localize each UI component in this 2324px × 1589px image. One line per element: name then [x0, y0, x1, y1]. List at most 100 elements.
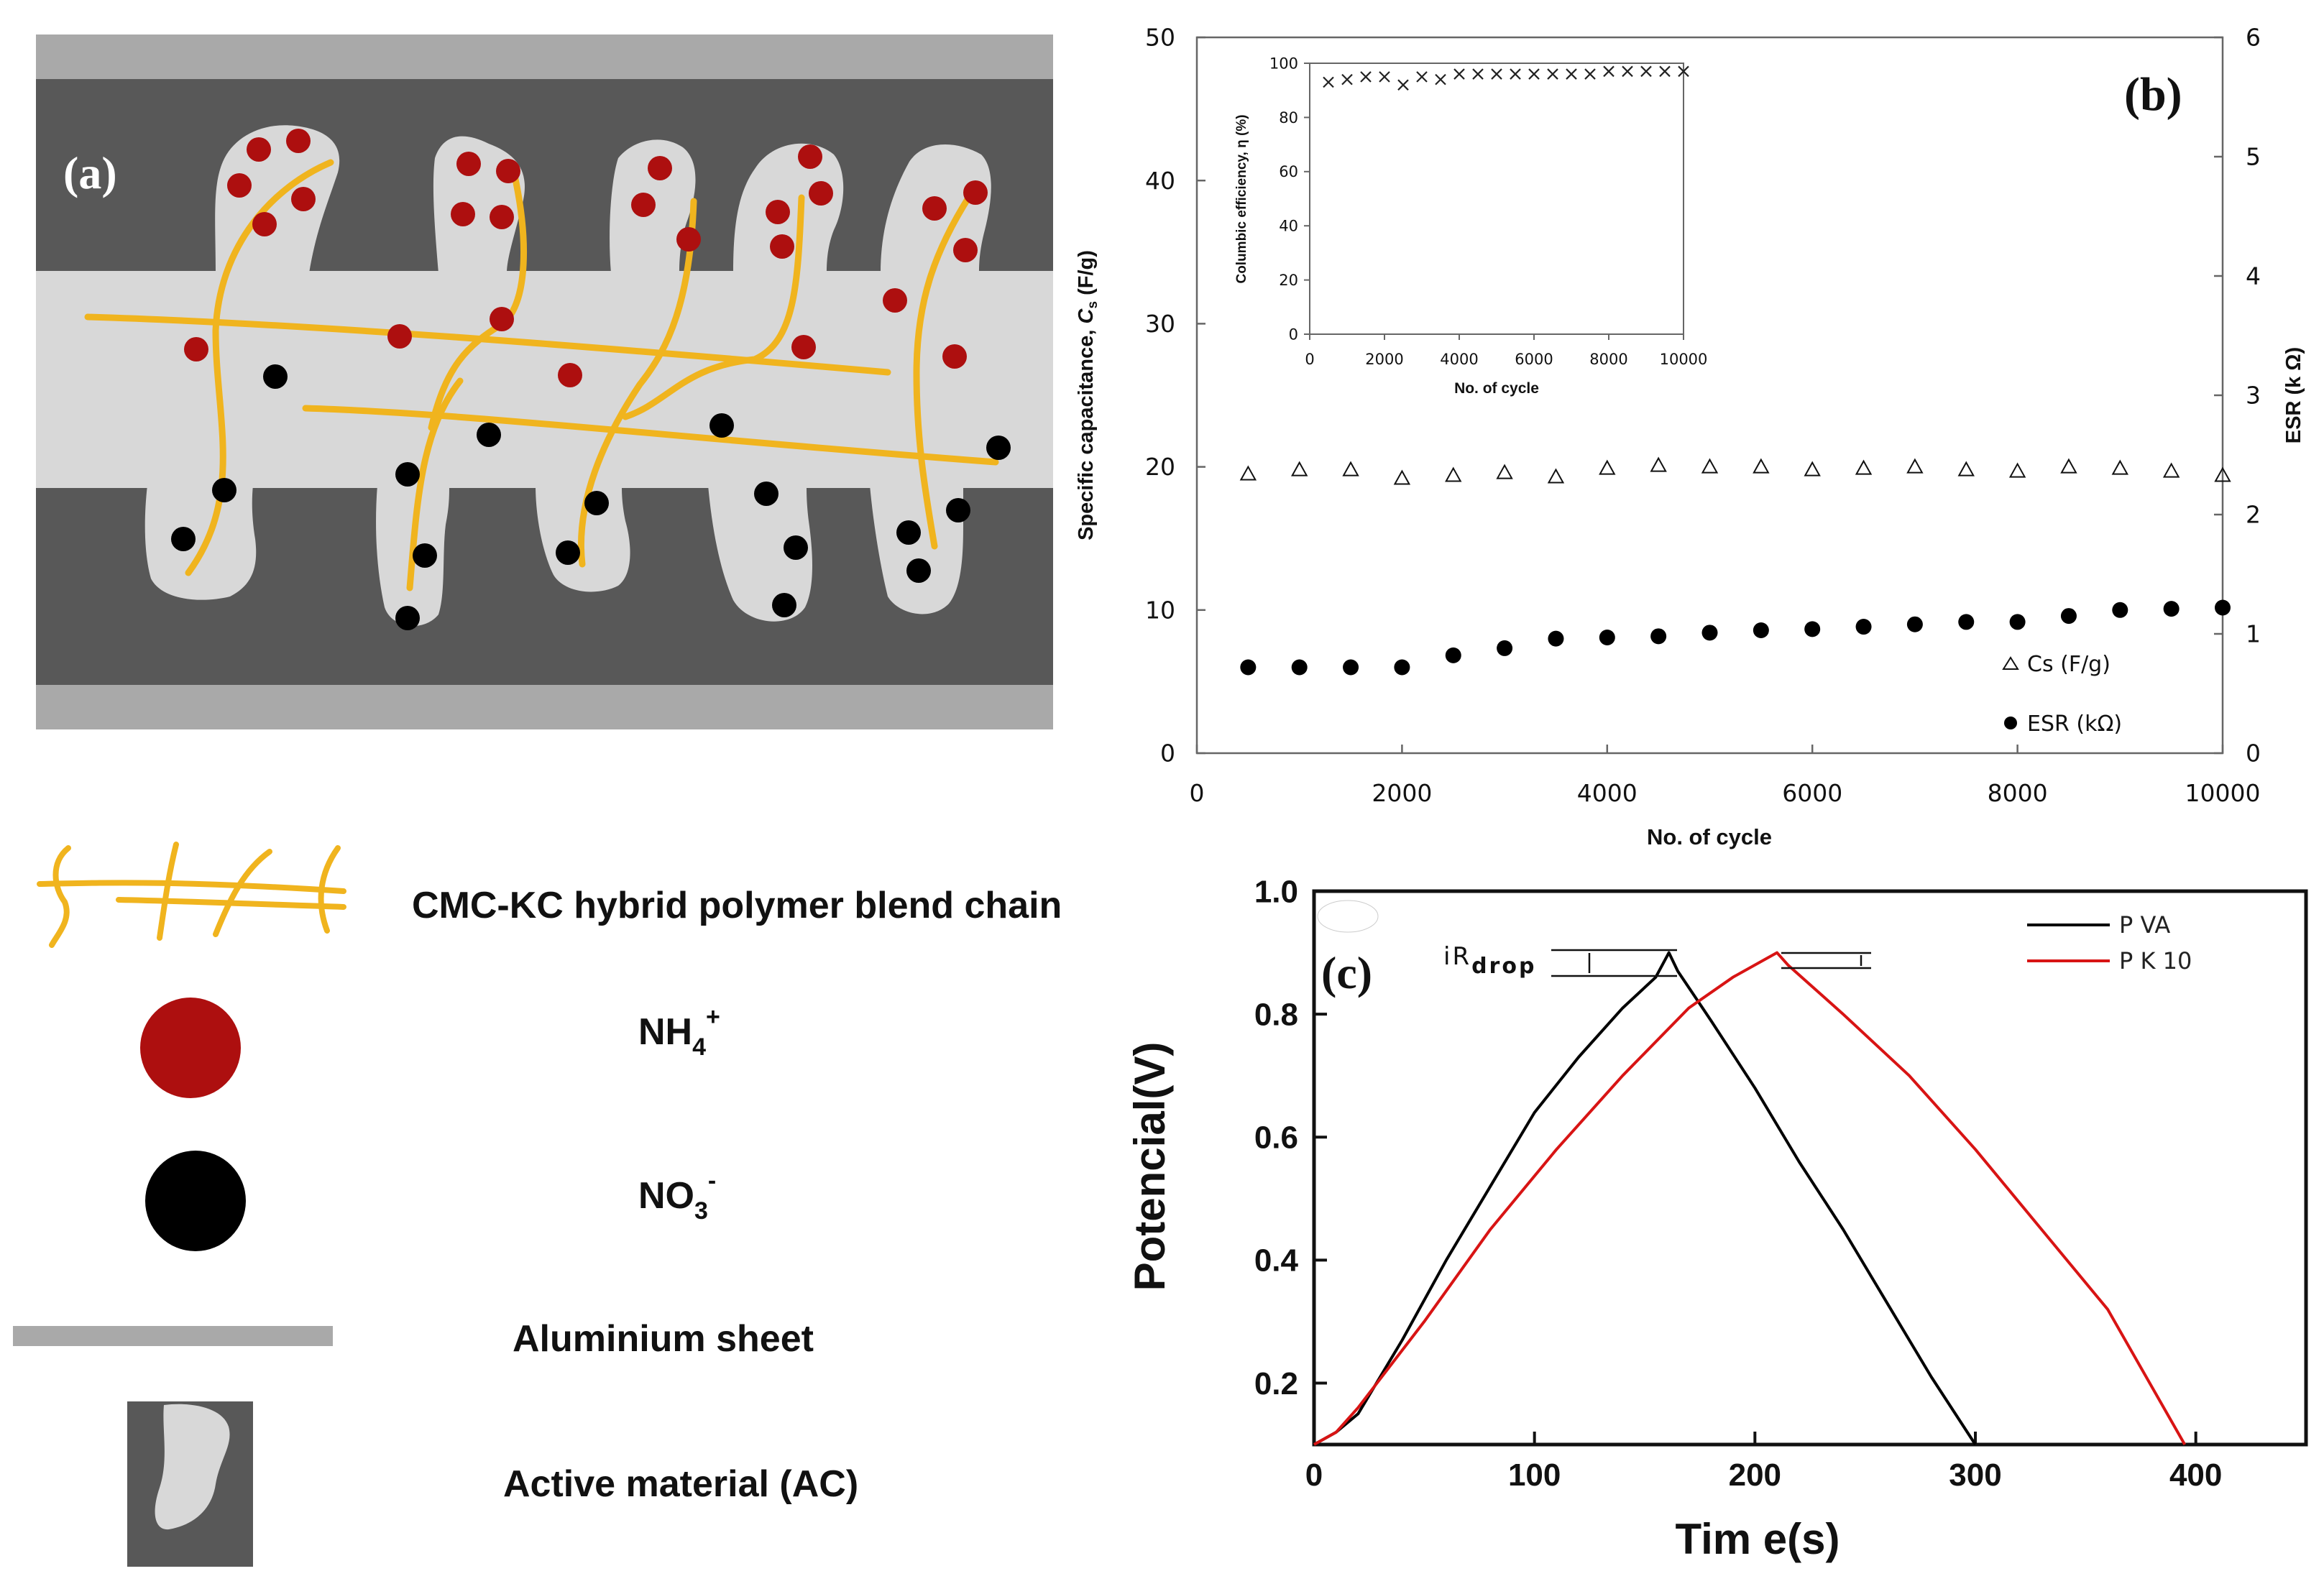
legend-sheet-icon [13, 1326, 333, 1346]
inset-x-tick-label: 2000 [1365, 351, 1403, 368]
nh4-ion [227, 173, 252, 198]
cs-point [1445, 466, 1462, 482]
legend-active-label: Active material (AC) [503, 1463, 858, 1505]
esr-point [1394, 659, 1410, 676]
legend-cs-label: Cs (F/g) [2027, 652, 2111, 677]
esr-point [1958, 614, 1975, 630]
no3-ion [784, 535, 808, 560]
inset-y-tick-label: 40 [1279, 218, 1298, 235]
panel-b-y2-tick-label: 1 [2246, 620, 2261, 648]
panel-c-y-tick-label: 0.4 [1254, 1243, 1299, 1279]
esr-point [1240, 659, 1257, 676]
cs-point [1753, 458, 1770, 474]
legend-sheet-label: Aluminium sheet [513, 1318, 814, 1360]
cs-point [1496, 464, 1513, 479]
esr-series [1240, 599, 2231, 676]
cs-point [1599, 459, 1616, 475]
nh4-ion [490, 307, 514, 331]
esr-point [2060, 608, 2077, 625]
cs-point [2111, 459, 2128, 475]
inset-x-tick-label: 4000 [1440, 351, 1478, 368]
efficiency-point [1360, 71, 1372, 83]
nh4-ion [766, 200, 790, 224]
panel-c: 0 100 200 300 400 0.2 0.4 0.6 0.8 1.0 Tim e(s) P… [1126, 874, 2308, 1563]
polymer-chains [84, 159, 999, 591]
no3-ion [584, 491, 609, 515]
nh4-ion [953, 238, 978, 262]
no3-ion [754, 482, 779, 506]
esr-point [1599, 629, 1615, 645]
inset-x-tick-label: 0 [1305, 351, 1314, 368]
legend-active-icon [155, 1404, 230, 1530]
esr-point [1650, 628, 1667, 645]
efficiency-point [1510, 68, 1521, 80]
esr-point [2215, 599, 2231, 616]
esr-point [1701, 625, 1718, 641]
esr-point [2009, 614, 2026, 630]
panel-b-x-tick-label: 6000 [1782, 779, 1842, 807]
polymer-chain [302, 405, 999, 466]
legend-nh4-icon [140, 998, 241, 1098]
active-material-pillar [708, 485, 812, 622]
nh4-ion [558, 363, 582, 387]
no3-ion [395, 462, 420, 487]
no3-ion [906, 558, 931, 583]
inset-y-tick-label: 20 [1279, 272, 1298, 289]
nh4-ion [490, 205, 514, 229]
inset-efficiency-series [1323, 65, 1689, 91]
esr-point [1855, 619, 1872, 635]
panel-b-y2-tick-label: 5 [2246, 143, 2261, 171]
cs-point [1855, 459, 1873, 475]
legend-esr-label: ESR (kΩ) [2027, 711, 2122, 737]
panel-b-y2-tick-label: 3 [2246, 382, 2261, 410]
no3-ion [477, 423, 501, 447]
esr-point [1804, 621, 1821, 637]
panel-c-plot-frame [1312, 889, 2308, 1447]
efficiency-point [1566, 68, 1577, 80]
panel-b-x-tick-label: 4000 [1577, 779, 1638, 807]
panel-c-y-tick-label: 0.6 [1254, 1120, 1298, 1156]
panel-b-tag: (b) [2124, 68, 2182, 121]
polymer-chain [185, 159, 334, 576]
nh4-ion [184, 337, 208, 361]
panel-c-y-tick-label: 1.0 [1254, 874, 1298, 909]
cs-point [1957, 461, 1975, 476]
panel-a-tag: (a) [63, 147, 117, 198]
cs-point [1547, 468, 1565, 484]
nh4-ion [456, 152, 481, 176]
panel-c-x-tick-label: 300 [1949, 1457, 2001, 1493]
efficiency-point [1528, 68, 1540, 80]
legend-pk10-label: P K 10 [2119, 947, 2192, 975]
esr-point [1343, 659, 1359, 676]
esr-point [2112, 602, 2128, 618]
panel-b-y2-ticks: 0 1 2 3 4 5 6 [2214, 24, 2261, 768]
active-material-pillar [144, 485, 257, 600]
panel-b-y2-tick-label: 6 [2246, 24, 2261, 52]
no3-ion [212, 478, 236, 502]
inset-x-ticks: 0 2000 4000 6000 8000 10000 [1305, 334, 1707, 368]
cs-point [2008, 462, 2026, 478]
no3-ions [171, 364, 1011, 630]
no3-ion [946, 498, 970, 522]
panel-b-y2-tick-label: 2 [2246, 501, 2261, 529]
inset-x-tick-label: 8000 [1589, 351, 1627, 368]
panel-b-y-tick-label: 30 [1145, 310, 1175, 338]
polymer-chain [406, 377, 464, 591]
efficiency-point [1622, 65, 1633, 78]
panel-b-xlabel: No. of cycle [1647, 824, 1772, 849]
panel-c-x-tick-label: 200 [1729, 1457, 1781, 1493]
no3-ion [171, 527, 196, 551]
no3-ion [395, 606, 420, 630]
esr-point [1753, 622, 1769, 639]
panel-c-ylabel: Potencial(V) [1126, 1042, 1174, 1291]
cs-point [1701, 458, 1719, 474]
esr-point [2163, 601, 2180, 617]
efficiency-point [1640, 65, 1652, 78]
inset-y-ticks: 0 20 40 60 80 100 [1269, 55, 1310, 343]
nh4-ion [963, 180, 988, 205]
no3-ion [263, 364, 288, 389]
panel-b-y2-tick-label: 0 [2246, 740, 2261, 768]
pva-curve [1313, 951, 1977, 1446]
inset-xlabel: No. of cycle [1454, 380, 1539, 397]
